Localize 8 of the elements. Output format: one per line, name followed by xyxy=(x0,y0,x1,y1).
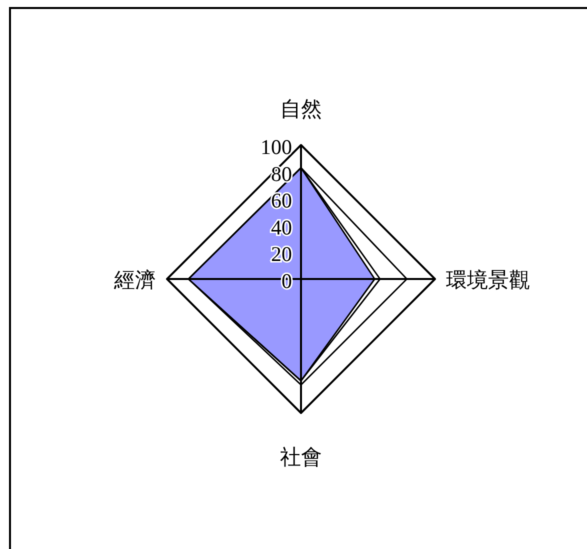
y-tick-label: 40 xyxy=(271,215,292,240)
spoke-label: 經濟 xyxy=(113,268,156,292)
spoke-label: 自然 xyxy=(280,97,322,121)
y-tick-label: 20 xyxy=(271,242,292,266)
spoke-label: 社會 xyxy=(280,445,322,469)
y-tick-label: 100 xyxy=(260,135,292,159)
y-tick-label: 60 xyxy=(271,188,292,213)
spoke-label: 環境景觀 xyxy=(446,268,530,292)
